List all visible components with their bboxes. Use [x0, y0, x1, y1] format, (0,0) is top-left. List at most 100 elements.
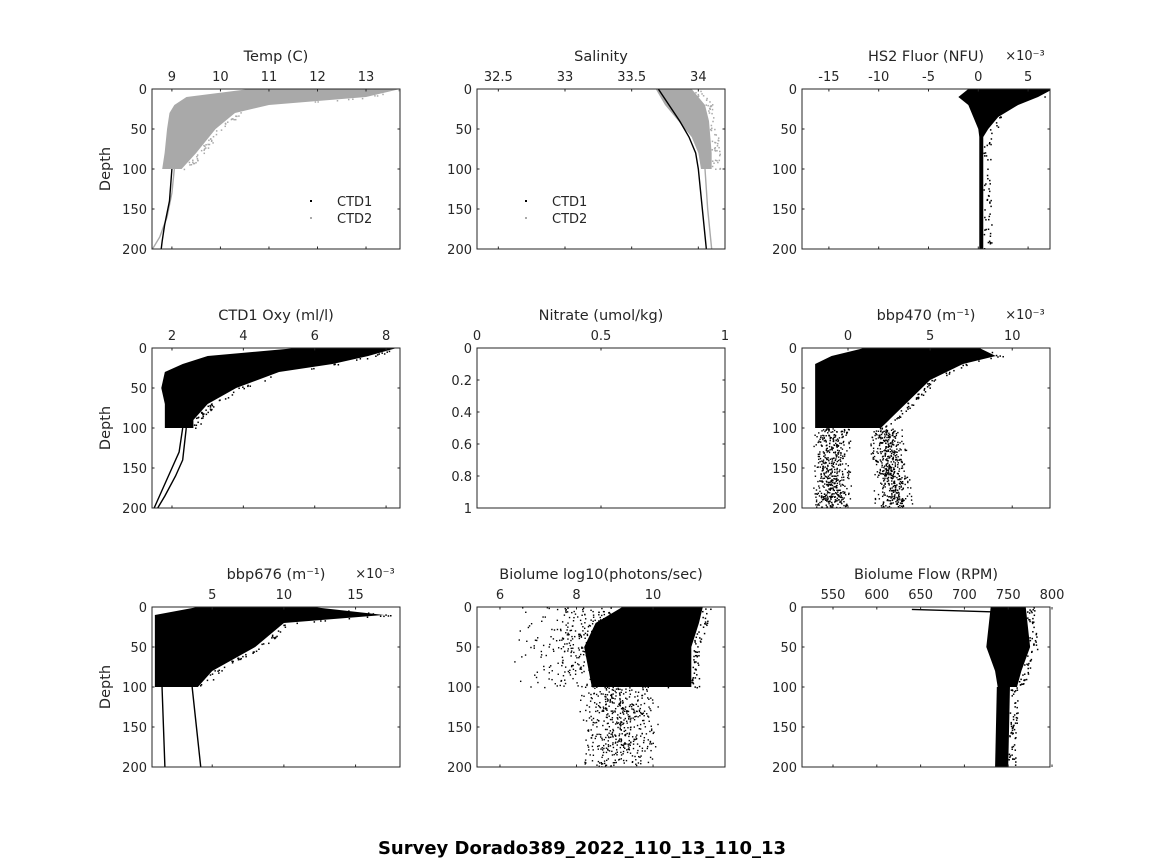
data-point — [709, 128, 712, 131]
data-point — [594, 625, 597, 627]
data-point — [711, 149, 714, 151]
data-point — [591, 734, 593, 737]
data-point — [822, 460, 824, 463]
x-tick-label: 550 — [821, 588, 846, 603]
data-point — [848, 471, 850, 473]
data-point — [841, 463, 844, 465]
data-point — [833, 486, 835, 488]
data-point — [622, 693, 625, 695]
data-point — [611, 689, 614, 691]
data-point — [838, 470, 840, 473]
data-point — [929, 383, 932, 386]
data-point — [599, 682, 602, 685]
data-point — [826, 496, 829, 498]
data-point — [834, 501, 836, 503]
data-point — [885, 431, 887, 433]
data-point — [1015, 761, 1017, 763]
data-point — [620, 740, 622, 743]
data-point — [670, 609, 672, 611]
y-tick-label: 50 — [130, 123, 147, 138]
data-point — [237, 658, 240, 661]
data-point — [582, 650, 584, 653]
data-point — [820, 506, 823, 508]
data-point — [641, 681, 643, 683]
data-point — [590, 609, 592, 612]
data-point — [200, 411, 203, 414]
data-point — [207, 147, 210, 149]
data-point — [844, 494, 847, 496]
data-point — [210, 140, 213, 143]
data-point — [829, 442, 831, 445]
data-point — [572, 620, 575, 622]
data-point — [891, 458, 894, 460]
subplot-title: Salinity — [574, 49, 628, 65]
data-point — [608, 705, 610, 707]
data-point — [893, 495, 895, 498]
data-point — [699, 640, 702, 643]
data-point — [279, 631, 282, 633]
data-point — [604, 693, 607, 696]
data-point — [646, 640, 648, 642]
data-point — [823, 437, 825, 439]
data-point — [826, 481, 828, 483]
data-point — [820, 497, 823, 499]
data-point — [895, 432, 898, 435]
data-point — [883, 484, 885, 487]
data-point — [313, 367, 315, 370]
data-point — [989, 202, 991, 204]
data-point — [846, 450, 848, 452]
data-point — [605, 671, 608, 673]
data-point — [612, 697, 614, 700]
data-point — [840, 460, 842, 462]
data-point — [835, 487, 837, 489]
data-point — [991, 132, 993, 135]
data-point — [888, 465, 891, 467]
y-tick-label: 50 — [780, 123, 797, 138]
data-point — [822, 481, 824, 483]
data-point — [893, 450, 895, 452]
data-point — [705, 623, 707, 625]
data-point — [611, 697, 613, 699]
data-point — [219, 399, 221, 401]
data-point — [898, 470, 900, 472]
data-point — [1035, 633, 1037, 636]
data-point — [901, 502, 903, 505]
data-point — [617, 631, 619, 634]
data-point — [886, 431, 889, 433]
data-point — [918, 393, 920, 395]
data-point — [601, 737, 603, 740]
data-point — [889, 465, 891, 468]
data-point — [835, 492, 837, 495]
data-point — [827, 485, 829, 487]
data-point — [574, 613, 577, 615]
data-point — [838, 450, 841, 452]
data-point — [407, 89, 409, 91]
data-point — [896, 476, 898, 479]
data-point — [882, 458, 885, 460]
data-point — [822, 467, 825, 469]
data-point — [606, 748, 609, 750]
data-point — [591, 745, 594, 748]
data-point — [626, 720, 628, 723]
data-point — [876, 471, 879, 473]
data-point — [827, 458, 829, 461]
data-point — [912, 404, 915, 407]
data-point — [637, 716, 639, 718]
data-point — [642, 741, 645, 744]
data-point — [625, 697, 627, 699]
data-point — [1011, 727, 1014, 729]
data-point — [823, 472, 825, 474]
y-tick-label: 0 — [789, 83, 797, 98]
data-point — [611, 619, 613, 621]
data-point — [618, 622, 621, 625]
data-point — [638, 625, 640, 627]
data-point — [556, 619, 559, 622]
data-point — [988, 195, 990, 197]
data-point — [623, 710, 626, 712]
data-point — [640, 656, 643, 658]
data-point — [578, 637, 581, 640]
data-point — [878, 434, 880, 437]
data-point — [600, 637, 603, 640]
data-point — [839, 458, 841, 461]
data-point — [610, 736, 612, 738]
